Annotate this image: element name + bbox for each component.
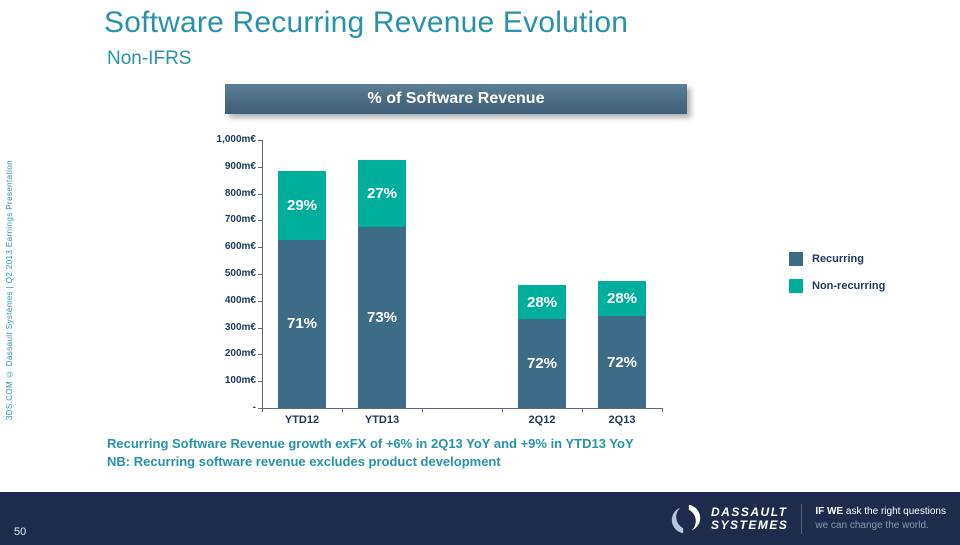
y-axis-tick-label: 800m€ <box>224 187 256 199</box>
brand-name-line2: SYSTEMES <box>711 517 789 532</box>
page-subtitle: Non-IFRS <box>107 48 192 69</box>
y-axis-tick-mark <box>258 220 262 222</box>
y-axis-tick-mark <box>258 247 262 249</box>
x-axis-category-label: YTD12 <box>284 414 320 426</box>
bar-segment-non-recurring-2q13: 28% <box>598 280 646 317</box>
chart-plot: - 100m€ 200m€ 300m€ 400m€ 500m€ 600m€ 700m€ 800m… <box>212 130 672 432</box>
x-axis-category-label: 2Q12 <box>528 414 556 426</box>
x-axis-tick-mark <box>262 408 263 412</box>
y-axis-tick-mark <box>258 193 262 195</box>
x-axis-tick-mark <box>582 408 583 412</box>
y-axis-tick-mark <box>258 166 262 168</box>
sidebar-credit-text: 3DS.COM © Dassault Systèmes | Q2 2013 Ea… <box>5 160 14 421</box>
y-axis-tick-mark <box>258 381 262 383</box>
y-axis-tick-label: 100m€ <box>224 375 256 387</box>
y-axis-tick-label: 200m€ <box>224 348 256 360</box>
tagline-line1: IF WE ask the right questions <box>815 505 946 519</box>
bar-percentage-label: 28% <box>526 293 558 311</box>
bar-segment-recurring-2q12: 72% <box>518 319 566 408</box>
note-growth: Recurring Software Revenue growth exFX o… <box>107 436 634 451</box>
chart-title-banner: % of Software Revenue <box>225 84 687 114</box>
x-axis-tick-mark <box>422 408 423 412</box>
bar-segment-recurring-ytd13: 73% <box>358 227 406 408</box>
brand-block: DASSAULT SYSTEMES IF WE ask the right qu… <box>669 502 946 536</box>
y-axis-tick-label: 400m€ <box>224 294 256 306</box>
footer-bar: 50 DASSAULT SYSTEMES IF WE ask the right… <box>0 492 960 545</box>
bar-percentage-label: 72% <box>606 353 638 371</box>
bar-percentage-label: 71% <box>286 315 318 333</box>
x-axis-tick-mark <box>502 408 503 412</box>
x-axis-tick-mark <box>342 408 343 412</box>
bar-segment-non-recurring-ytd13: 27% <box>358 160 406 228</box>
y-axis-tick-mark <box>258 274 262 275</box>
y-axis-tick-label: 500m€ <box>224 268 256 279</box>
bar-percentage-label: 27% <box>366 185 398 203</box>
legend-label-recurring: Recurring <box>812 253 864 265</box>
y-axis-tick-mark <box>258 327 262 329</box>
chart-title: % of Software Revenue <box>367 90 545 107</box>
brand-divider <box>801 503 803 534</box>
page-number: 50 <box>14 526 27 538</box>
legend-item-recurring: Recurring <box>789 252 885 266</box>
bar-segment-recurring-2q13: 72% <box>598 316 646 408</box>
y-axis-tick-label: 1,000m€ <box>216 134 256 145</box>
bar-chart: - 100m€ 200m€ 300m€ 400m€ 500m€ 600m€ 700m€ 800m… <box>212 130 672 432</box>
legend-swatch-recurring <box>789 252 803 266</box>
x-axis-line <box>258 408 662 409</box>
x-axis-category-label: 2Q13 <box>608 414 636 426</box>
y-axis-tick-label: 900m€ <box>224 160 256 172</box>
brand-tagline: IF WE ask the right questions we can cha… <box>815 505 946 533</box>
tagline-line2: we can change the world. <box>815 519 929 531</box>
bar-percentage-label: 73% <box>366 309 398 327</box>
brand-wordmark: DASSAULT SYSTEMES <box>711 504 789 532</box>
bar-percentage-label: 28% <box>606 290 638 308</box>
chart-legend: Recurring Non-recurring <box>789 252 885 306</box>
y-axis-line <box>262 140 263 408</box>
bar-segment-recurring-ytd12: 71% <box>278 239 326 408</box>
note-nb: NB: Recurring software revenue excludes … <box>107 454 501 469</box>
tagline-bold: IF WE <box>815 505 844 517</box>
x-axis-category-label: YTD13 <box>364 414 400 426</box>
y-axis-tick-label: 600m€ <box>224 241 256 253</box>
bar-percentage-label: 29% <box>286 196 318 214</box>
y-axis-tick-mark <box>258 140 262 141</box>
legend-swatch-non-recurring <box>789 279 803 293</box>
bar-segment-non-recurring-ytd12: 29% <box>278 170 326 240</box>
bar-segment-non-recurring-2q12: 28% <box>518 284 566 320</box>
legend-label-non-recurring: Non-recurring <box>812 280 886 292</box>
tagline-rest: ask the right questions <box>843 505 946 517</box>
bar-percentage-label: 72% <box>526 355 558 373</box>
legend-item-non-recurring: Non-recurring <box>789 279 885 293</box>
brand-name-line1: DASSAULT <box>711 504 788 519</box>
y-axis-tick-label: 700m€ <box>224 214 256 226</box>
y-axis-tick-label: - <box>252 402 256 413</box>
y-axis-tick-mark <box>258 300 262 302</box>
x-axis-tick-mark <box>662 408 663 412</box>
y-axis-tick-mark <box>258 408 262 409</box>
page-title: Software Recurring Revenue Evolution <box>104 6 629 39</box>
y-axis-tick-mark <box>258 354 262 356</box>
dassault-systemes-logo-icon <box>671 504 701 533</box>
y-axis-tick-label: 300m€ <box>224 321 256 333</box>
